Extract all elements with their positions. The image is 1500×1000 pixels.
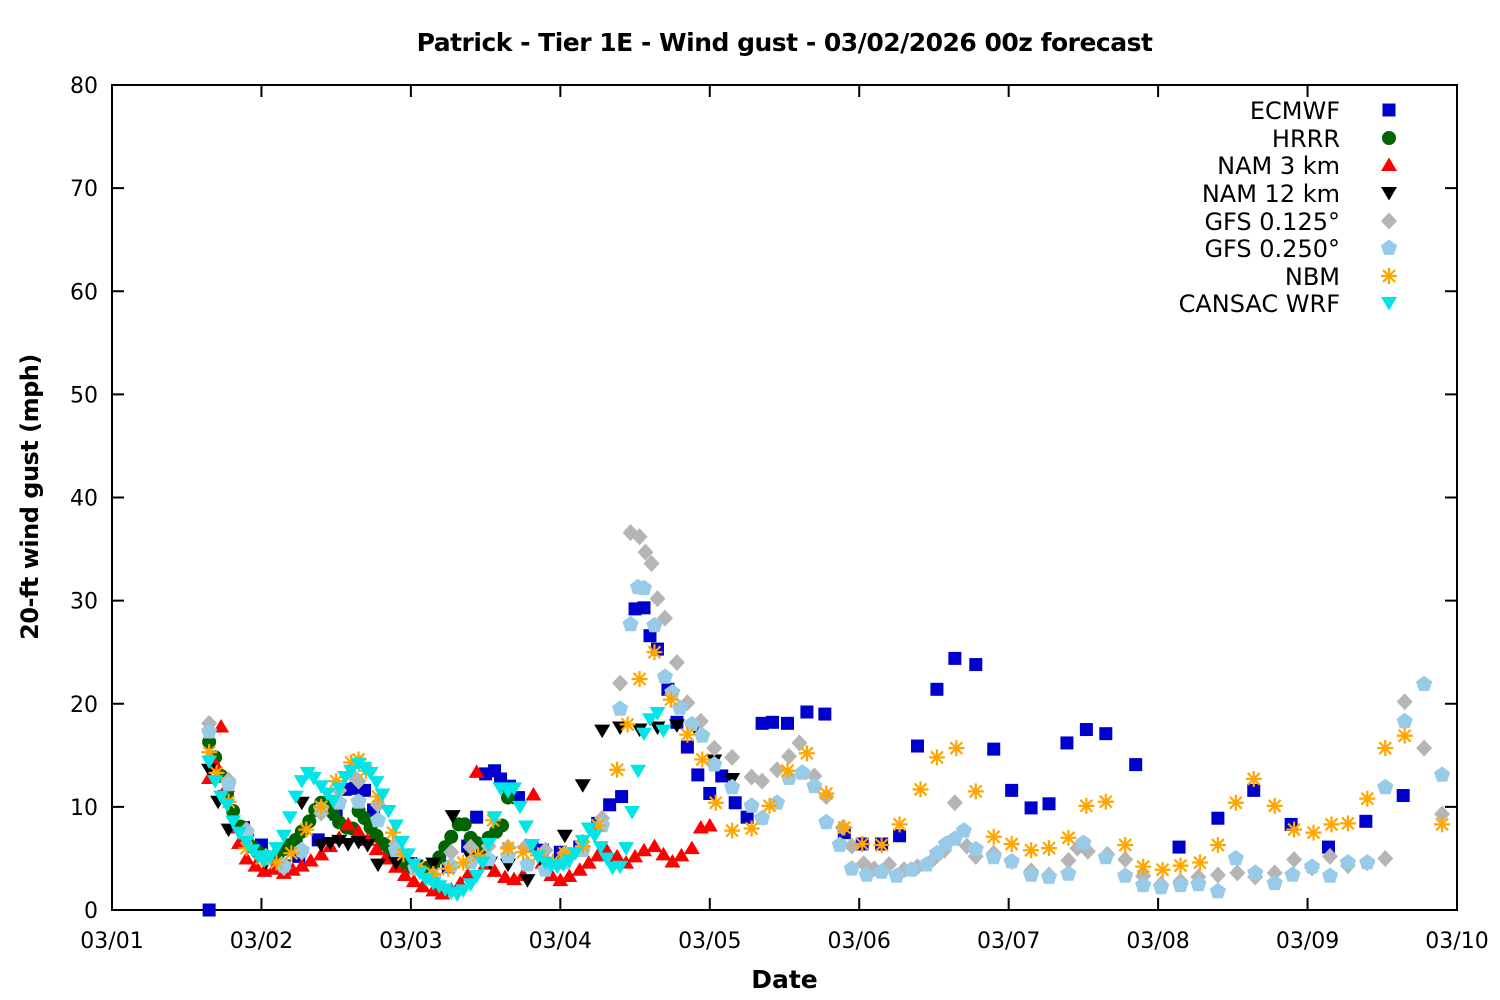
- x-tick-label: 03/04: [529, 929, 592, 954]
- y-tick-label: 60: [70, 280, 98, 305]
- legend-label: NBM: [1285, 263, 1340, 291]
- x-tick-label: 03/08: [1126, 929, 1189, 954]
- y-tick-label: 10: [70, 796, 98, 821]
- legend-label: ECMWF: [1250, 97, 1340, 125]
- series-nam-3-km: [201, 718, 718, 900]
- legend-label: CANSAC WRF: [1179, 290, 1340, 318]
- legend-label: GFS 0.125°: [1204, 208, 1340, 236]
- chart-title: Patrick - Tier 1E - Wind gust - 03/02/20…: [416, 28, 1153, 57]
- x-tick-label: 03/09: [1276, 929, 1339, 954]
- x-tick-label: 03/06: [828, 929, 891, 954]
- y-tick-label: 50: [70, 383, 98, 408]
- y-tick-label: 80: [70, 74, 98, 99]
- legend-label: NAM 3 km: [1217, 152, 1340, 180]
- x-tick-label: 03/05: [678, 929, 741, 954]
- legend-label: NAM 12 km: [1202, 180, 1340, 208]
- y-tick-label: 30: [70, 590, 98, 615]
- y-tick-label: 40: [70, 487, 98, 512]
- x-tick-label: 03/03: [379, 929, 442, 954]
- y-tick-label: 20: [70, 693, 98, 718]
- legend-item-nam-3-km: NAM 3 km: [1217, 152, 1397, 180]
- x-tick-label: 03/01: [80, 929, 143, 954]
- legend-label: GFS 0.250°: [1204, 235, 1340, 263]
- y-tick-label: 0: [84, 899, 98, 924]
- x-axis-ticks: 03/01 03/02 03/03 03/04 03/05 03/06 03/07 03/08…: [80, 85, 1489, 954]
- x-tick-label: 03/07: [977, 929, 1040, 954]
- x-tick-label: 03/10: [1425, 929, 1488, 954]
- series-cansac-wrf: [201, 707, 672, 903]
- legend-item-cansac-wrf: CANSAC WRF: [1179, 290, 1397, 318]
- x-tick-label: 03/02: [230, 929, 293, 954]
- legend-item-gfs-0-250: GFS 0.250°: [1204, 235, 1398, 263]
- x-axis-label: Date: [751, 965, 818, 994]
- legend-item-gfs-0-125: GFS 0.125°: [1204, 208, 1397, 236]
- y-tick-label: 70: [70, 177, 98, 202]
- legend-item-nam-12-km: NAM 12 km: [1202, 180, 1397, 208]
- legend-item-hrrr: HRRR: [1272, 125, 1396, 153]
- legend-item-ecmwf: ECMWF: [1250, 97, 1396, 125]
- legend-label: HRRR: [1272, 125, 1340, 153]
- y-axis-ticks: 0 10 20 30 40 50 60 70 80: [70, 74, 1457, 924]
- legend-item-nbm: NBM: [1285, 263, 1397, 291]
